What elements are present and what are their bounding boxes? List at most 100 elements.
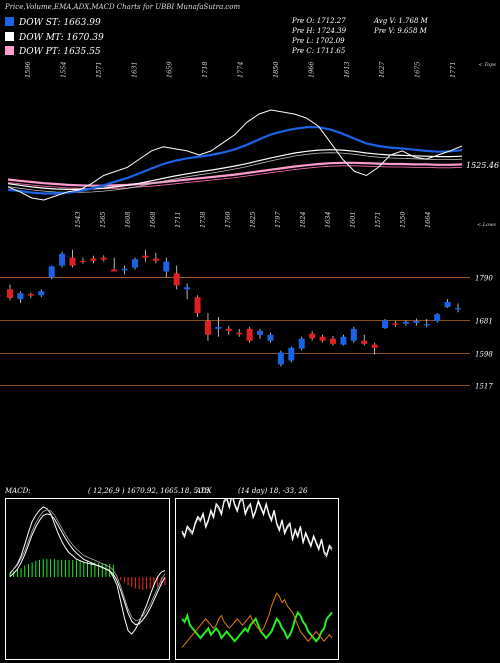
candle (173, 265, 180, 290)
candle (142, 249, 149, 262)
candle (69, 249, 76, 268)
candle (215, 316, 222, 337)
candle-body (434, 314, 441, 321)
dow-pt-label: DOW PT: 1635.55 (19, 47, 101, 57)
candle-body (309, 333, 316, 339)
candle (90, 255, 97, 264)
stat-close: Pre C: 1711.65 (292, 47, 346, 55)
stat-high: Pre H: 1724.39 (292, 27, 347, 35)
level-label: 1790 (475, 274, 493, 282)
level-label: 1517 (475, 382, 493, 390)
candle (329, 335, 336, 346)
candle-body (38, 291, 45, 296)
candle (361, 334, 368, 346)
candle-body (48, 266, 55, 278)
candle-body (277, 352, 284, 365)
top-tick-label: 1613 (343, 61, 351, 78)
top-tick-label: 1596 (24, 61, 32, 78)
legend-dow-st: DOW ST: 1663.99 (5, 17, 101, 28)
candle (267, 332, 274, 343)
candle-body (361, 340, 368, 344)
candle-body (184, 287, 191, 290)
macd-panel (5, 498, 170, 660)
candle (350, 326, 357, 343)
candle (17, 291, 24, 304)
candle (194, 295, 201, 317)
stat-avg-volume: Avg V: 1.768 M (374, 17, 428, 25)
low-tick-label: 1664 (424, 211, 432, 228)
top-tick-label: 1554 (59, 61, 67, 78)
tops-label: < Tops (478, 62, 496, 68)
price-chart: 1596 1554 1571 1631 1659 1718 1774 1850 1966 1613… (0, 61, 499, 390)
candle-body (59, 253, 66, 266)
candle (79, 257, 86, 264)
candle-body (7, 289, 13, 298)
top-tick-label: 1850 (272, 61, 280, 78)
candle (257, 328, 264, 339)
adx-series-minus_di (181, 592, 333, 648)
candle (246, 326, 253, 343)
candle (309, 331, 316, 341)
dow-mt-label: DOW MT: 1670.39 (19, 33, 104, 43)
candle-body (194, 297, 201, 314)
candle-body (267, 334, 274, 341)
candle-body (402, 321, 409, 324)
low-tick-label: 1760 (224, 211, 232, 228)
top-tick-label: 1718 (201, 61, 209, 78)
top-tick-label: 1966 (307, 61, 315, 78)
candle-body (142, 255, 149, 258)
candle-body (236, 332, 243, 335)
candle (152, 252, 159, 264)
candle-body (371, 344, 378, 348)
candle-body (246, 328, 253, 341)
top-tick-label: 1675 (414, 61, 422, 78)
adx-series-adx (181, 494, 333, 557)
candle-body (100, 257, 107, 260)
candle (100, 255, 107, 262)
candle-body (215, 326, 222, 329)
candle-body (79, 260, 86, 263)
level-label: 1681 (475, 318, 493, 326)
candle-body (90, 258, 97, 261)
low-tick-label: 1543 (74, 211, 82, 228)
adx-series-shadow (181, 496, 333, 558)
stat-low: Pre L: 1702.09 (292, 37, 345, 45)
level-label: 1598 (475, 350, 493, 358)
macd-signal-line (9, 513, 166, 626)
low-tick-label: 1668 (149, 211, 157, 228)
candle-body (17, 293, 24, 300)
adx-chart (181, 494, 333, 648)
lows-label: < Lows (477, 222, 496, 228)
candle (163, 257, 170, 278)
adx-panel (175, 494, 339, 660)
candle (392, 320, 399, 327)
candle (236, 328, 243, 337)
candle-body (111, 269, 118, 272)
candle (111, 257, 118, 272)
macd-label: MACD: (5, 487, 31, 495)
candle-body (225, 328, 232, 331)
candle-body (132, 259, 139, 268)
candle (413, 318, 420, 326)
low-tick-label: 1824 (299, 211, 307, 228)
candle (38, 289, 45, 298)
macd-line (9, 506, 166, 635)
ema-band-ema_mid (7, 152, 463, 193)
adx-params: (14 day) 18, -33, 26 (238, 487, 308, 495)
low-tick-label: 1601 (349, 211, 357, 228)
ema-series-ema_mid (7, 149, 463, 190)
candle (423, 318, 430, 328)
adx-label: ADX (196, 487, 212, 495)
candle-body (152, 258, 159, 261)
low-tick-label: 1571 (374, 211, 382, 228)
candle (27, 292, 34, 298)
candle (371, 342, 378, 355)
macd-chart (9, 506, 166, 635)
low-tick-label: 1550 (399, 211, 407, 228)
chart-title: Price,Volume,EMA,ADX,MACD Charts for UBB… (5, 3, 241, 11)
low-tick-label: 1825 (249, 211, 257, 228)
candle (288, 346, 295, 363)
dow-mt-swatch (5, 32, 14, 41)
candle (277, 350, 284, 367)
candle (444, 299, 451, 308)
